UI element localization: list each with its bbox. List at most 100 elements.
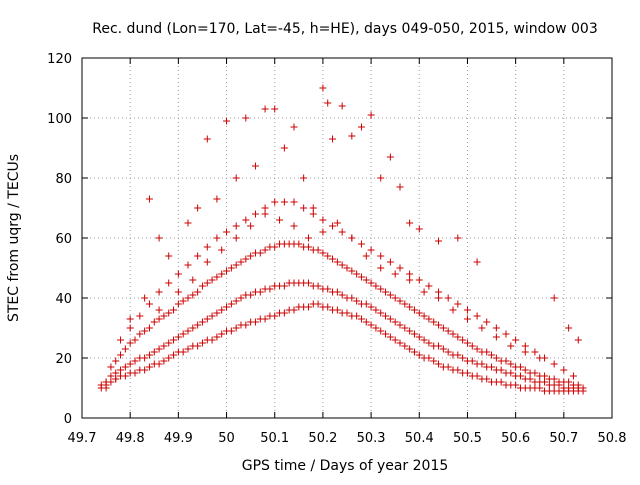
data-point — [194, 204, 202, 212]
data-point — [261, 105, 269, 113]
data-point — [406, 270, 414, 278]
data-point — [348, 294, 356, 302]
data-point — [420, 312, 428, 320]
data-point — [516, 372, 524, 380]
data-point — [223, 117, 231, 125]
data-point — [324, 99, 332, 107]
data-point — [179, 330, 187, 338]
data-point — [415, 276, 423, 284]
data-point — [179, 348, 187, 356]
data-point — [377, 309, 385, 317]
data-point — [488, 351, 496, 359]
data-point — [189, 324, 197, 332]
data-point — [497, 378, 505, 386]
data-point — [242, 321, 250, 329]
data-point — [223, 267, 231, 275]
data-point — [203, 279, 211, 287]
x-tick-label: 49.9 — [164, 431, 193, 446]
data-point — [145, 363, 153, 371]
data-point — [386, 291, 394, 299]
data-point — [174, 270, 182, 278]
data-point — [463, 339, 471, 347]
data-point — [430, 318, 438, 326]
data-point — [290, 198, 298, 206]
data-point — [362, 318, 370, 326]
data-point — [550, 360, 558, 368]
data-point — [410, 330, 418, 338]
data-point — [165, 252, 173, 260]
data-point — [141, 294, 149, 302]
data-point — [155, 345, 163, 353]
data-point — [213, 333, 221, 341]
data-point — [319, 228, 327, 236]
data-point — [194, 342, 202, 350]
data-point — [425, 315, 433, 323]
data-point — [261, 315, 269, 323]
x-tick-label: 49.7 — [68, 431, 97, 446]
data-point — [357, 123, 365, 131]
data-point — [290, 123, 298, 131]
data-point — [261, 204, 269, 212]
data-point — [333, 258, 341, 266]
data-point — [227, 300, 235, 308]
data-point — [300, 174, 308, 182]
data-point — [357, 273, 365, 281]
data-point — [304, 303, 312, 311]
data-point — [574, 336, 582, 344]
data-point — [502, 330, 510, 338]
data-point — [507, 360, 515, 368]
data-point — [160, 357, 168, 365]
data-point — [136, 330, 144, 338]
data-point — [531, 348, 539, 356]
data-point — [382, 312, 390, 320]
data-point — [237, 294, 245, 302]
data-point — [145, 324, 153, 332]
data-point — [463, 315, 471, 323]
data-point — [367, 303, 375, 311]
data-point — [304, 234, 312, 242]
data-point — [444, 327, 452, 335]
y-tick-label: 0 — [64, 412, 72, 427]
data-point — [174, 333, 182, 341]
x-tick-label: 50.8 — [598, 431, 627, 446]
data-point — [112, 369, 120, 377]
data-point — [203, 135, 211, 143]
data-point — [194, 252, 202, 260]
data-point — [251, 318, 259, 326]
data-point — [415, 351, 423, 359]
data-point — [410, 348, 418, 356]
y-axis-tick-labels: 0 20 40 60 80 100 120 — [47, 52, 72, 427]
data-point — [386, 315, 394, 323]
x-tick-label: 50.3 — [357, 431, 386, 446]
data-point — [304, 243, 312, 251]
data-point — [165, 339, 173, 347]
data-point — [473, 372, 481, 380]
x-axis-label: GPS time / Days of year 2015 — [242, 458, 449, 474]
data-point — [198, 339, 206, 347]
data-point — [309, 204, 317, 212]
data-point — [396, 297, 404, 305]
data-point — [174, 288, 182, 296]
data-point — [319, 84, 327, 92]
data-point — [329, 255, 337, 263]
data-point — [126, 324, 134, 332]
x-tick-label: 50.1 — [260, 431, 289, 446]
data-point — [203, 243, 211, 251]
data-point — [227, 264, 235, 272]
data-point — [208, 276, 216, 284]
data-point — [155, 360, 163, 368]
x-tick-label: 50.2 — [308, 431, 337, 446]
data-point — [372, 282, 380, 290]
data-point — [271, 312, 279, 320]
data-point — [396, 339, 404, 347]
chart-title: Rec. dund (Lon=170, Lat=-45, h=HE), days… — [92, 21, 598, 37]
data-point — [150, 348, 158, 356]
data-point — [232, 297, 240, 305]
data-point — [473, 312, 481, 320]
data-point — [367, 279, 375, 287]
data-point — [324, 252, 332, 260]
x-tick-label: 50 — [218, 431, 235, 446]
data-point — [198, 318, 206, 326]
data-point — [406, 345, 414, 353]
data-point — [425, 354, 433, 362]
